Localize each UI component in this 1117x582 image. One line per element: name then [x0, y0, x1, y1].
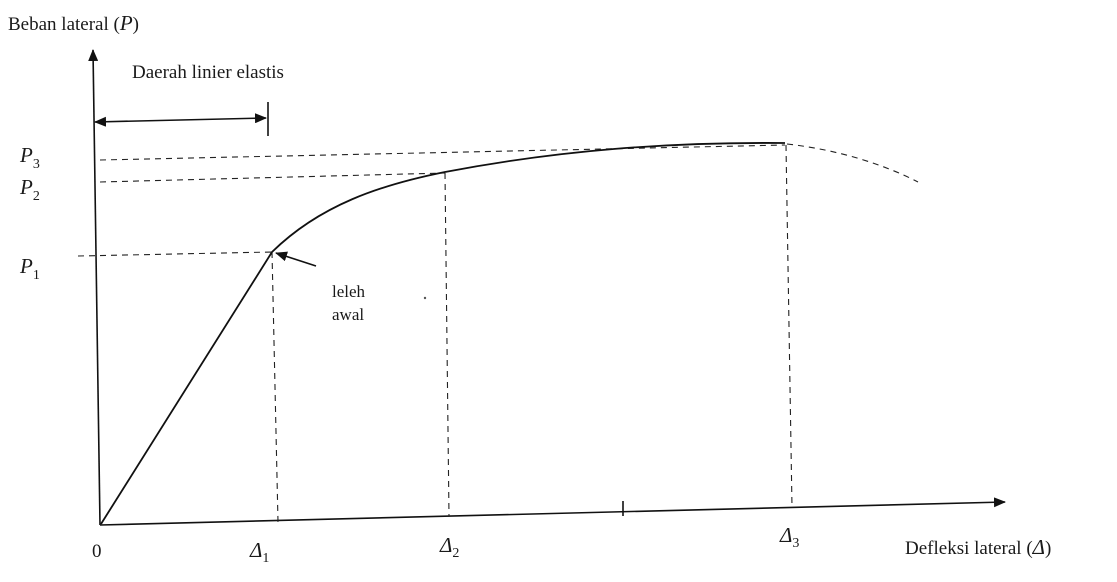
p1-guide-line — [77, 251, 273, 257]
region-arrow — [94, 113, 267, 127]
delta2-label: Δ2 — [439, 533, 459, 561]
delta1-guide-line — [271, 251, 279, 523]
x-axis — [99, 497, 1006, 526]
scan-dot — [423, 296, 427, 300]
yield-arrow — [275, 251, 317, 267]
region-label: Daerah linier elastis — [132, 62, 284, 83]
p3-guide-line — [99, 144, 786, 161]
p3-label: P3 — [19, 143, 40, 172]
delta3-guide-line — [785, 144, 793, 508]
y-axis — [88, 49, 101, 526]
delta2-guide-line — [444, 172, 450, 517]
p1-label: P1 — [19, 254, 40, 283]
origin-label: 0 — [92, 541, 102, 562]
y-axis-label: Beban lateral (P) — [8, 11, 139, 35]
yield-label-line1: leleh — [332, 282, 366, 301]
p2-label: P2 — [19, 175, 40, 204]
delta1-label: Δ1 — [249, 538, 269, 566]
p2-guide-line — [99, 172, 446, 183]
descending-branch — [786, 143, 919, 183]
yield-label-line2: awal — [332, 305, 364, 324]
x-axis-label: Defleksi lateral (Δ) — [905, 535, 1051, 559]
load-deflection-curve — [100, 142, 786, 525]
delta3-label: Δ3 — [779, 523, 799, 551]
